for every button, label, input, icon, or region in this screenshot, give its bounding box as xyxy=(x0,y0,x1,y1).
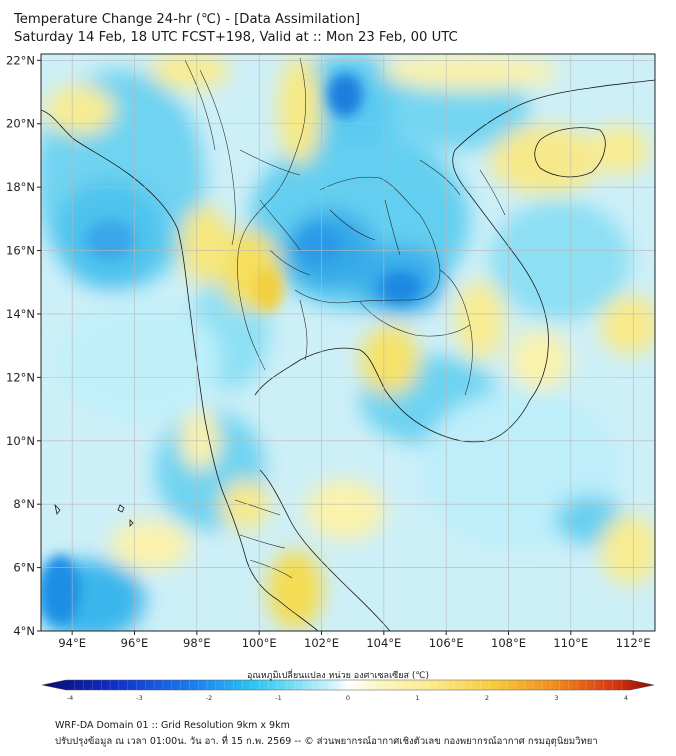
lon-axis: 94°E 96°E 98°E 100°E 102°E 104°E 106°E 108°E 110… xyxy=(58,631,651,650)
lat-label: 16°N xyxy=(6,244,35,258)
lon-label: 100°E xyxy=(242,636,277,650)
lon-label: 108°E xyxy=(491,636,526,650)
lon-label: 98°E xyxy=(183,636,211,650)
colorbar: -4 -3 -2 -1 0 1 2 3 4 xyxy=(41,679,655,702)
footer-credit: ปรับปรุงข้อมูล ณ เวลา 01:00น. วัน อา. ที… xyxy=(55,736,598,747)
footer-model-info: WRF-DA Domain 01 :: Grid Resolution 9km … xyxy=(55,720,290,731)
lon-label: 96°E xyxy=(121,636,149,650)
colorbar-tick-label: -4 xyxy=(67,694,73,702)
lat-label: 8°N xyxy=(13,497,35,511)
colorbar-tick-label: 4 xyxy=(624,694,628,702)
lat-label: 4°N xyxy=(13,624,35,638)
colorbar-tick-label: 0 xyxy=(346,694,350,702)
lon-label: 112°E xyxy=(616,636,651,650)
colorbar-tick-label: -3 xyxy=(136,694,142,702)
colorbar-tick-label: 2 xyxy=(485,694,489,702)
map-subtitle: Saturday 14 Feb, 18 UTC FCST+198, Valid … xyxy=(14,30,458,45)
coastlines xyxy=(41,79,655,631)
lon-label: 110°E xyxy=(553,636,588,650)
colorbar-tick-label: 3 xyxy=(554,694,558,702)
colorbar-title: อุณหภูมิเปลี่ยนแปลง หน่วย องศาเซลเซียส (… xyxy=(246,671,430,681)
lon-label: 104°E xyxy=(366,636,401,650)
colorbar-tick-label: -1 xyxy=(275,694,281,702)
temperature-field xyxy=(41,54,655,631)
lat-label: 6°N xyxy=(13,561,35,575)
map-frame xyxy=(40,53,656,632)
lat-label: 14°N xyxy=(6,307,35,321)
lat-label: 12°N xyxy=(6,370,35,384)
colorbar-ticks: -4 -3 -2 -1 0 1 2 3 4 xyxy=(67,694,628,702)
map-title: Temperature Change 24-hr (℃) - [Data Ass… xyxy=(14,12,361,27)
colorbar-tick-label: -2 xyxy=(206,694,212,702)
colorbar-tick-label: 1 xyxy=(415,694,419,702)
lon-label: 94°E xyxy=(58,636,86,650)
lon-label: 102°E xyxy=(304,636,339,650)
lat-label: 18°N xyxy=(6,180,35,194)
lat-label: 20°N xyxy=(6,117,35,131)
colorbar-gradient xyxy=(41,679,655,691)
lat-label: 22°N xyxy=(6,53,35,67)
gridlines xyxy=(41,54,655,632)
lat-axis: 22°N 20°N 18°N 16°N 14°N 12°N 10°N 8°N 6°N 4°N xyxy=(6,53,41,638)
lon-label: 106°E xyxy=(429,636,464,650)
lat-label: 10°N xyxy=(6,434,35,448)
